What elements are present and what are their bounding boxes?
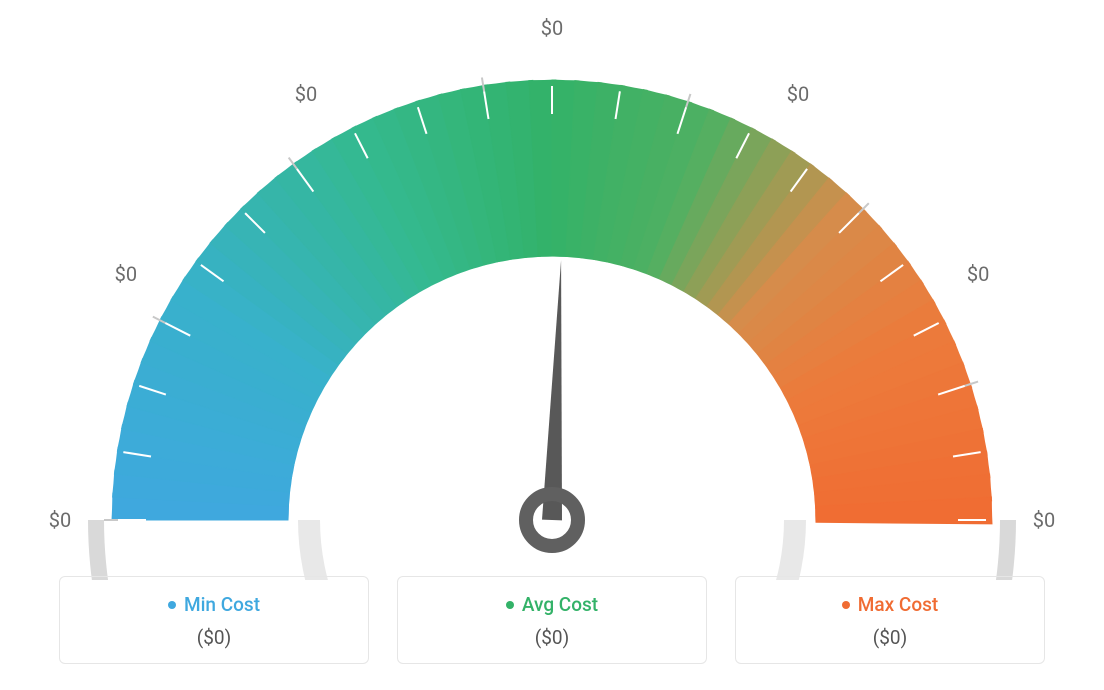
- gauge-tick-label: $0: [967, 262, 989, 286]
- legend-card-max: Max Cost ($0): [735, 576, 1045, 664]
- gauge-svg: [52, 40, 1052, 580]
- legend-title-max: Max Cost: [842, 593, 938, 616]
- gauge-chart: $0 $0 $0 $0 $0 $0 $0: [22, 0, 1082, 560]
- legend-dot-max: [842, 601, 850, 609]
- legend-dot-min: [168, 601, 176, 609]
- legend-title-min: Min Cost: [168, 593, 260, 616]
- legend-dot-avg: [506, 601, 514, 609]
- gauge-tick-label: $0: [295, 82, 317, 106]
- legend-card-min: Min Cost ($0): [59, 576, 369, 664]
- legend-label-min: Min Cost: [184, 593, 260, 616]
- gauge-tick-label: $0: [49, 508, 71, 532]
- legend-label-max: Max Cost: [858, 593, 938, 616]
- gauge-tick-label: $0: [541, 16, 563, 40]
- legend-title-avg: Avg Cost: [506, 593, 598, 616]
- gauge-tick-label: $0: [1033, 508, 1055, 532]
- legend-card-avg: Avg Cost ($0): [397, 576, 707, 664]
- gauge-tick-label: $0: [115, 262, 137, 286]
- legend-row: Min Cost ($0) Avg Cost ($0) Max Cost ($0…: [59, 576, 1045, 664]
- legend-label-avg: Avg Cost: [522, 593, 598, 616]
- legend-value-min: ($0): [72, 626, 356, 649]
- gauge-tick-label: $0: [787, 82, 809, 106]
- legend-value-max: ($0): [748, 626, 1032, 649]
- legend-value-avg: ($0): [410, 626, 694, 649]
